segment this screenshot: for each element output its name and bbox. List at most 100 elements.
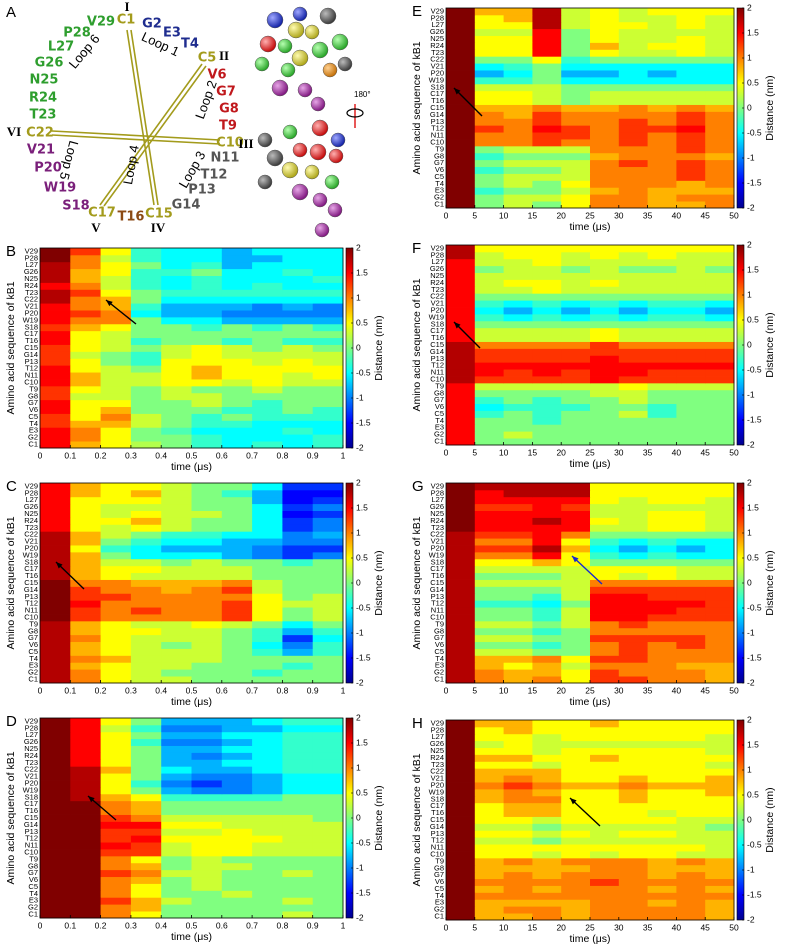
- y-tick-label: G2: [434, 193, 444, 202]
- y-tick-label: C15: [430, 815, 444, 824]
- x-tick-label: 15: [528, 922, 538, 932]
- heatmap-cell: [282, 483, 314, 491]
- heatmap-cell: [705, 634, 735, 643]
- heatmap-cell: [221, 718, 253, 726]
- heatmap-cell: [561, 265, 591, 273]
- heatmap-cell: [70, 579, 101, 587]
- heatmap-cell: [100, 786, 132, 795]
- y-tick-label: P28: [431, 488, 444, 497]
- residue-label: T4: [181, 37, 199, 52]
- heatmap-cell: [161, 538, 192, 546]
- heatmap-cell: [503, 97, 533, 105]
- heatmap-cell: [705, 844, 735, 852]
- heatmap-cell: [130, 662, 162, 670]
- heatmap-cell: [446, 634, 476, 643]
- heatmap-cell: [161, 800, 192, 809]
- heatmap-cell: [503, 118, 533, 126]
- heatmap-cell: [312, 724, 344, 733]
- heatmap-cell: [590, 320, 620, 329]
- heatmap-cell: [40, 849, 71, 857]
- heatmap-cell: [446, 313, 476, 322]
- heatmap-cell: [676, 483, 706, 491]
- heatmap-cell: [561, 662, 591, 670]
- y-tick-label: C15: [430, 340, 444, 349]
- heatmap-cell: [474, 524, 504, 532]
- heatmap-cell: [647, 545, 677, 553]
- heatmap-cell: [705, 293, 735, 301]
- y-tick-label: N25: [430, 34, 444, 43]
- heatmap-cell: [40, 310, 71, 318]
- heatmap-cell: [561, 410, 591, 418]
- heatmap-cell: [221, 911, 253, 919]
- heatmap-cell: [618, 496, 648, 505]
- heatmap-cell: [503, 531, 533, 539]
- heatmap-cell: [647, 892, 677, 900]
- heatmap-cell: [647, 761, 677, 769]
- heatmap-cell: [100, 655, 132, 663]
- heatmap-cell: [705, 403, 735, 411]
- heatmap-cell: [446, 118, 476, 126]
- heatmap-cell: [676, 173, 706, 181]
- heatmap-cell: [676, 565, 706, 574]
- heatmap-cell: [705, 754, 735, 762]
- y-tick-label: C1: [434, 437, 444, 446]
- heatmap-cell: [191, 351, 223, 359]
- residue-label: T23: [30, 108, 57, 123]
- heatmap-cell: [312, 248, 344, 256]
- heatmap-cell: [130, 399, 162, 408]
- x-tick-label: 0.1: [64, 685, 76, 695]
- heatmap-cell: [503, 396, 533, 405]
- heatmap-cell: [590, 802, 620, 811]
- heatmap-cell: [705, 139, 735, 147]
- heatmap-cell: [221, 620, 253, 629]
- heatmap-cell: [312, 282, 344, 290]
- heatmap-cell: [647, 21, 677, 30]
- heatmap-cell: [647, 118, 677, 126]
- x-tick-label: 5: [472, 447, 477, 457]
- heatmap-cell: [676, 489, 706, 498]
- heatmap-cell: [40, 773, 71, 781]
- heatmap-cell: [561, 754, 591, 762]
- heatmap-cell: [503, 740, 533, 748]
- heatmap-cell: [221, 759, 253, 767]
- heatmap-cell: [705, 300, 735, 308]
- heatmap-cell: [40, 572, 71, 580]
- heatmap-cell: [312, 904, 344, 912]
- heatmap-cell: [618, 173, 648, 181]
- heatmap-cell: [705, 864, 735, 873]
- heatmap-cell: [618, 676, 648, 684]
- heatmap-cell: [312, 641, 344, 649]
- heatmap-cell: [503, 70, 533, 78]
- heatmap-cell: [676, 864, 706, 873]
- heatmap-cell: [503, 265, 533, 273]
- heatmap-cell: [618, 35, 648, 43]
- y-tick-label: W19: [23, 315, 38, 324]
- heatmap-cell: [676, 655, 706, 663]
- y-tick-label: P13: [431, 354, 444, 363]
- residue-label: L27: [48, 40, 74, 55]
- heatmap-cell: [312, 406, 344, 414]
- heatmap-cell: [40, 579, 71, 587]
- heatmap-cell: [618, 857, 648, 866]
- heatmap-cell: [503, 782, 533, 790]
- heatmap-cell: [161, 489, 192, 498]
- heatmap-cell: [618, 341, 648, 349]
- heatmap-cell: [676, 279, 706, 287]
- heatmap-cell: [532, 816, 562, 824]
- heatmap-cell: [282, 330, 314, 339]
- residue-label: C5: [198, 51, 217, 66]
- heatmap-cell: [474, 376, 504, 384]
- heatmap-cell: [161, 558, 192, 567]
- heatmap-cell: [100, 248, 132, 256]
- heatmap-cell: [590, 21, 620, 30]
- heatmap-cell: [676, 851, 706, 859]
- heatmap-cell: [590, 139, 620, 147]
- heatmap-cell: [100, 323, 132, 332]
- heatmap-cell: [130, 641, 162, 649]
- colorbar-tick-label: 1.5: [747, 739, 759, 749]
- heatmap-cell: [647, 844, 677, 852]
- heatmap-cell: [676, 307, 706, 315]
- heatmap-cell: [590, 125, 620, 133]
- heatmap-cell: [100, 780, 132, 788]
